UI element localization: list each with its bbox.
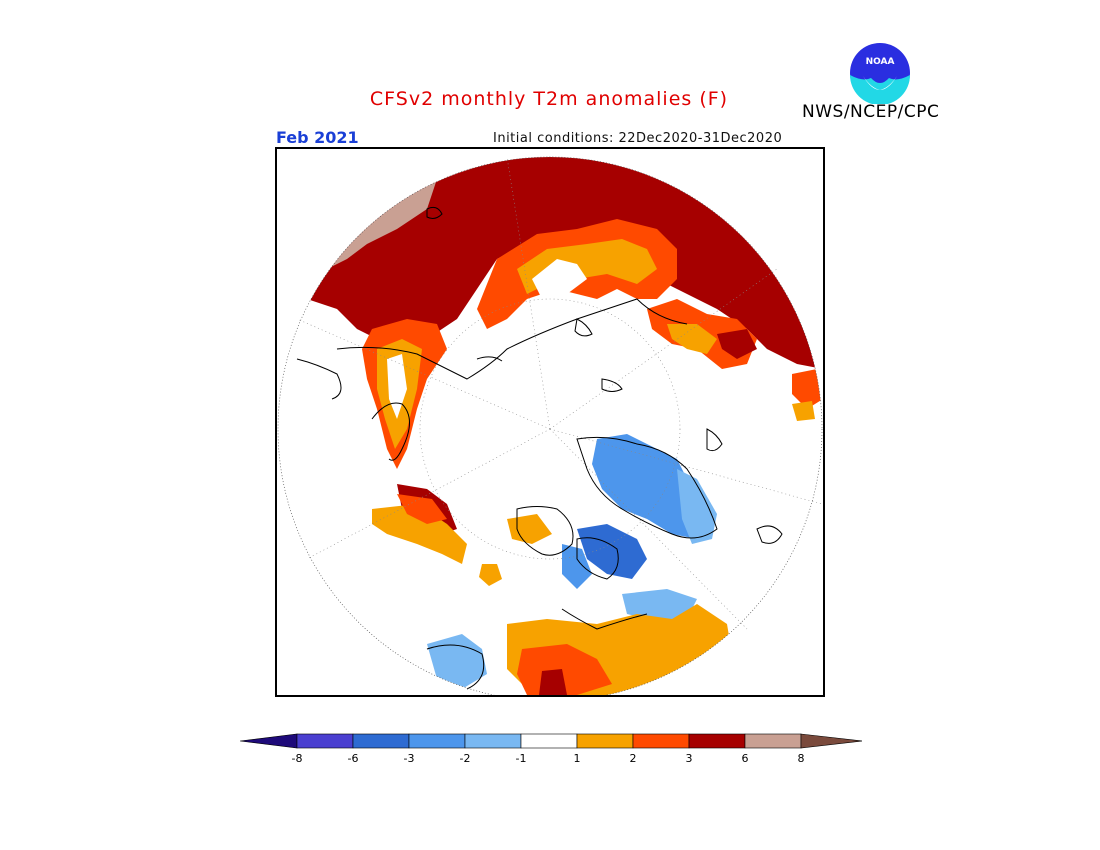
anomaly-region-alaska-light-blue (677, 469, 717, 544)
anomaly-region-plains-light-blue (622, 589, 697, 621)
colorbar-tick-label: 2 (629, 752, 637, 765)
colorbar (240, 733, 862, 749)
anomaly-region-greenland-orange-blob-2 (507, 514, 552, 544)
anomaly-region-japan-red (792, 369, 822, 409)
anomaly-region-europe-white (387, 354, 407, 419)
map-disk-outline (277, 156, 823, 695)
colorbar-tick-label: 6 (741, 752, 749, 765)
anomaly-region-greenland-orange-blob (479, 564, 502, 586)
colorbar-swatch--8_to_-6 (296, 733, 354, 749)
colorbar-swatch--1_to_1 (520, 733, 578, 749)
colorbar-tick-label: -3 (403, 752, 415, 765)
anomaly-region-neutral-kara (532, 259, 587, 299)
colorbar-tick-label: 8 (797, 752, 805, 765)
anomaly-region-atlantic-orange (372, 504, 467, 564)
colorbar-tick-label: -8 (291, 752, 303, 765)
anomaly-fields (278, 157, 822, 695)
colorbar-swatch-6_to_8 (744, 733, 802, 749)
initial-conditions: Initial conditions: 22Dec2020-31Dec2020 (493, 131, 783, 146)
anomaly-map (275, 147, 825, 697)
colorbar-tick-label: 3 (685, 752, 693, 765)
map-title: CFSv2 monthly T2m anomalies (F) (369, 88, 729, 110)
colorbar-swatch-1_to_2 (576, 733, 634, 749)
anomaly-region-south-dark-red (539, 669, 567, 695)
colorbar-swatch-3_to_6 (688, 733, 746, 749)
logo-text: NOAA (866, 57, 895, 67)
coastlines (296, 206, 783, 690)
forecast-period: Feb 2021 (276, 128, 359, 147)
anomaly-region-canada-blue (577, 524, 647, 579)
colorbar-swatch--3_to_-2 (408, 733, 466, 749)
colorbar-tick-label: 1 (573, 752, 581, 765)
colorbar-tick-label: -6 (347, 752, 359, 765)
colorbar-arrow-low (240, 733, 298, 749)
colorbar-swatch--2_to_-1 (464, 733, 522, 749)
colorbar-arrow-high (800, 733, 862, 749)
colorbar-swatch--6_to_-3 (352, 733, 410, 749)
anomaly-region-canada-light-blue (562, 544, 592, 589)
anomaly-region-japan-orange (792, 401, 815, 421)
anomaly-region-southeast-orange (637, 619, 717, 664)
colorbar-tick-label: -2 (459, 752, 471, 765)
colorbar-tick-label: -1 (515, 752, 527, 765)
anomaly-region-east-asia-orange (667, 324, 717, 354)
anomaly-region-east-asia-dark (717, 329, 757, 359)
agency-label: NWS/NCEP/CPC (802, 102, 940, 122)
noaa-logo: NOAA (850, 43, 910, 104)
anomaly-region-greenland-red-2 (397, 494, 447, 524)
colorbar-swatch-2_to_3 (632, 733, 690, 749)
anomaly-region-alaska-blue (592, 434, 707, 539)
anomaly-region-west-blue (427, 634, 487, 689)
graticule (296, 156, 823, 630)
